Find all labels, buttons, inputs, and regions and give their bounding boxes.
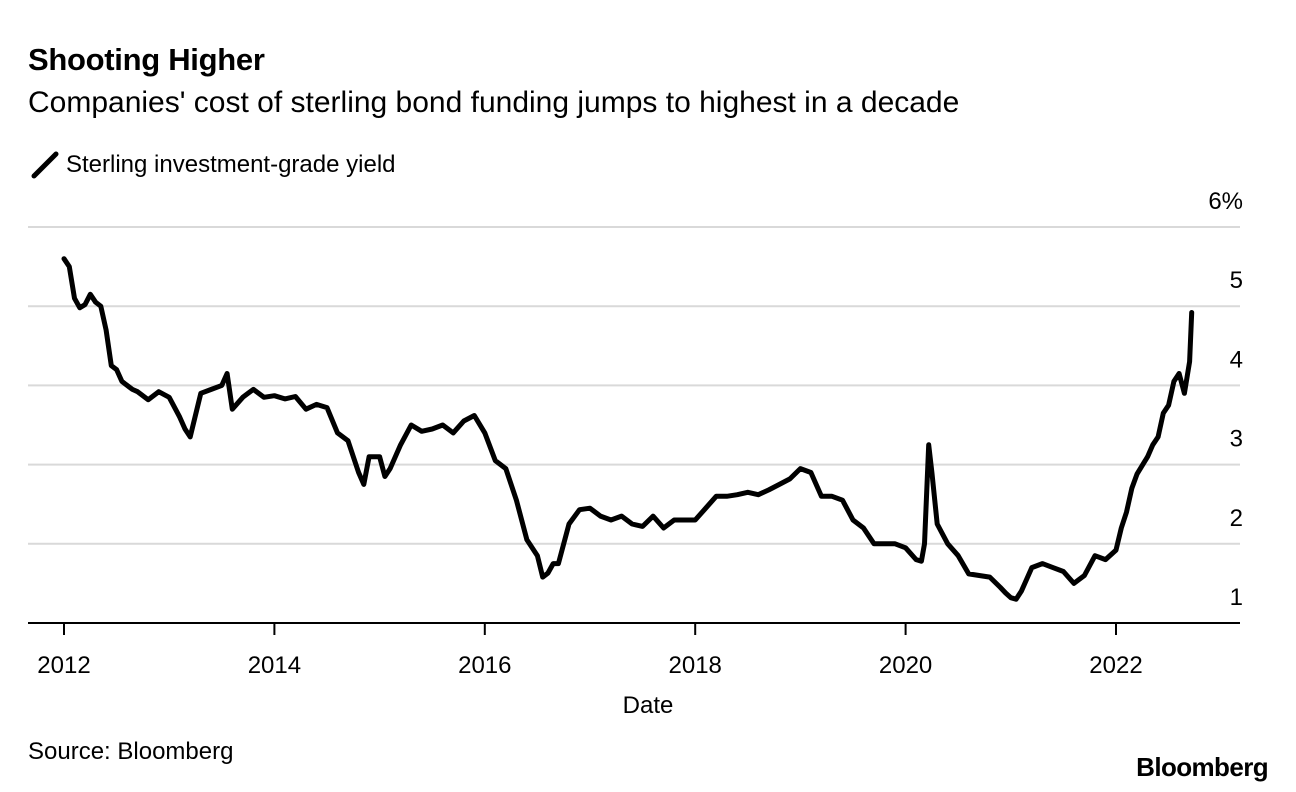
y-tick-label: 1 (1230, 584, 1243, 611)
x-tick-label: 2022 (1089, 652, 1142, 679)
x-tick-label: 2020 (879, 652, 932, 679)
chart-title: Shooting Higher (28, 42, 265, 77)
series-line-sterling-ig-yield (61, 256, 1195, 602)
x-tick-label: 2012 (37, 652, 90, 679)
source-note: Source: Bloomberg (28, 738, 234, 765)
x-tick-label: 2016 (458, 652, 511, 679)
x-tick-label: 2014 (248, 652, 301, 679)
x-tick-label: 2018 (669, 652, 722, 679)
y-tick-label: 6% (1208, 188, 1243, 215)
chart-subtitle: Companies' cost of sterling bond funding… (28, 86, 960, 119)
y-tick-label: 3 (1230, 426, 1243, 453)
legend-label: Sterling investment-grade yield (66, 151, 396, 178)
bloomberg-logo: Bloomberg (1136, 752, 1268, 782)
x-axis-title: Date (623, 692, 674, 719)
legend-line-swatch-icon (31, 151, 59, 179)
y-tick-label: 2 (1230, 505, 1243, 532)
chart-legend: Sterling investment-grade yield (30, 150, 396, 180)
y-tick-label: 5 (1230, 267, 1243, 294)
y-tick-label: 4 (1230, 346, 1243, 373)
